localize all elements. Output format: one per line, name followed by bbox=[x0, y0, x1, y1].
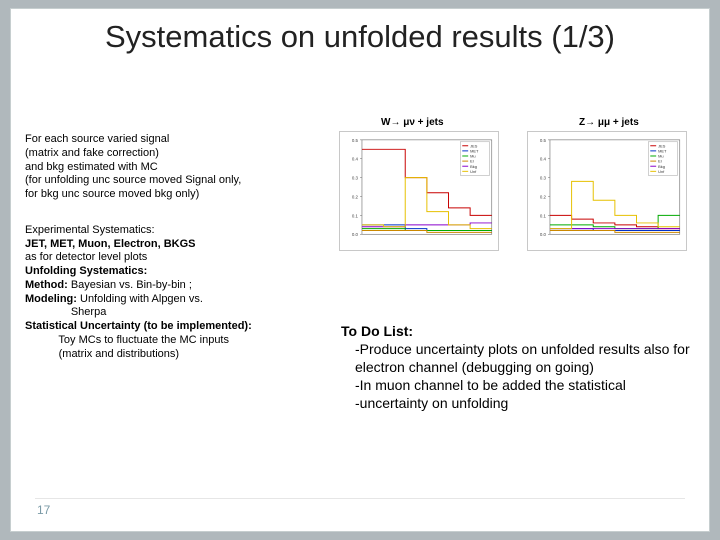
exp-sys-head: Experimental Systematics: bbox=[25, 224, 327, 238]
svg-text:0.3: 0.3 bbox=[352, 176, 359, 181]
modeling-line: Modeling: Unfolding with Alpgen vs. bbox=[25, 293, 327, 307]
svg-text:Unf: Unf bbox=[470, 169, 477, 174]
stat-unc-head: Statistical Uncertainty (to be implement… bbox=[25, 320, 327, 334]
modeling-indent: Sherpa bbox=[25, 306, 327, 320]
svg-text:0.4: 0.4 bbox=[540, 157, 547, 162]
svg-text:Unf: Unf bbox=[658, 169, 665, 174]
label-z-jets: Z→ μμ + jets bbox=[579, 117, 639, 128]
exp-sys-sub: as for detector level plots bbox=[25, 251, 327, 265]
block-systematics: Experimental Systematics: JET, MET, Muon… bbox=[25, 224, 327, 362]
line: (matrix and fake correction) bbox=[25, 147, 327, 161]
chart-z-svg: 0.00.10.20.30.40.5JESMETMuElBkgUnf bbox=[528, 132, 686, 250]
svg-text:0.3: 0.3 bbox=[540, 176, 547, 181]
left-text-column: For each source varied signal (matrix an… bbox=[25, 133, 327, 361]
slide-frame: Systematics on unfolded results (1/3) W→… bbox=[10, 8, 710, 532]
svg-text:0.4: 0.4 bbox=[352, 157, 359, 162]
line: and bkg estimated with MC bbox=[25, 161, 327, 175]
todo-item: -uncertainty on unfolding bbox=[341, 395, 691, 413]
page-number: 17 bbox=[37, 503, 50, 517]
todo-list: To Do List: -Produce uncertainty plots o… bbox=[341, 323, 691, 413]
slide-title: Systematics on unfolded results (1/3) bbox=[11, 9, 709, 61]
todo-header: To Do List: bbox=[341, 323, 691, 341]
method-line: Method: Bayesian vs. Bin-by-bin ; bbox=[25, 279, 327, 293]
svg-text:0.2: 0.2 bbox=[540, 194, 547, 199]
footer-rule bbox=[35, 498, 685, 499]
label-w-jets: W→ μν + jets bbox=[381, 117, 444, 128]
block-source-description: For each source varied signal (matrix an… bbox=[25, 133, 327, 202]
svg-text:0.1: 0.1 bbox=[352, 213, 359, 218]
line: for bkg unc source moved bkg only) bbox=[25, 188, 327, 202]
svg-text:0.5: 0.5 bbox=[540, 138, 547, 143]
line: For each source varied signal bbox=[25, 133, 327, 147]
chart-w-svg: 0.00.10.20.30.40.5JESMETMuElBkgUnf bbox=[340, 132, 498, 250]
exp-sys-list: JET, MET, Muon, Electron, BKGS bbox=[25, 238, 327, 252]
svg-text:0.1: 0.1 bbox=[540, 213, 547, 218]
chart-w-jets: 0.00.10.20.30.40.5JESMETMuElBkgUnf bbox=[339, 131, 499, 251]
svg-text:0.2: 0.2 bbox=[352, 194, 359, 199]
line: (for unfolding unc source moved Signal o… bbox=[25, 174, 327, 188]
svg-text:0.0: 0.0 bbox=[540, 232, 547, 237]
svg-text:0.0: 0.0 bbox=[352, 232, 359, 237]
unfolding-sys-head: Unfolding Systematics: bbox=[25, 265, 327, 279]
stat-line: Toy MCs to fluctuate the MC inputs bbox=[25, 334, 327, 348]
todo-item: -In muon channel to be added the statist… bbox=[341, 377, 691, 395]
svg-text:0.5: 0.5 bbox=[352, 138, 359, 143]
stat-line: (matrix and distributions) bbox=[25, 348, 327, 362]
chart-z-jets: 0.00.10.20.30.40.5JESMETMuElBkgUnf bbox=[527, 131, 687, 251]
todo-item: -Produce uncertainty plots on unfolded r… bbox=[341, 341, 691, 377]
